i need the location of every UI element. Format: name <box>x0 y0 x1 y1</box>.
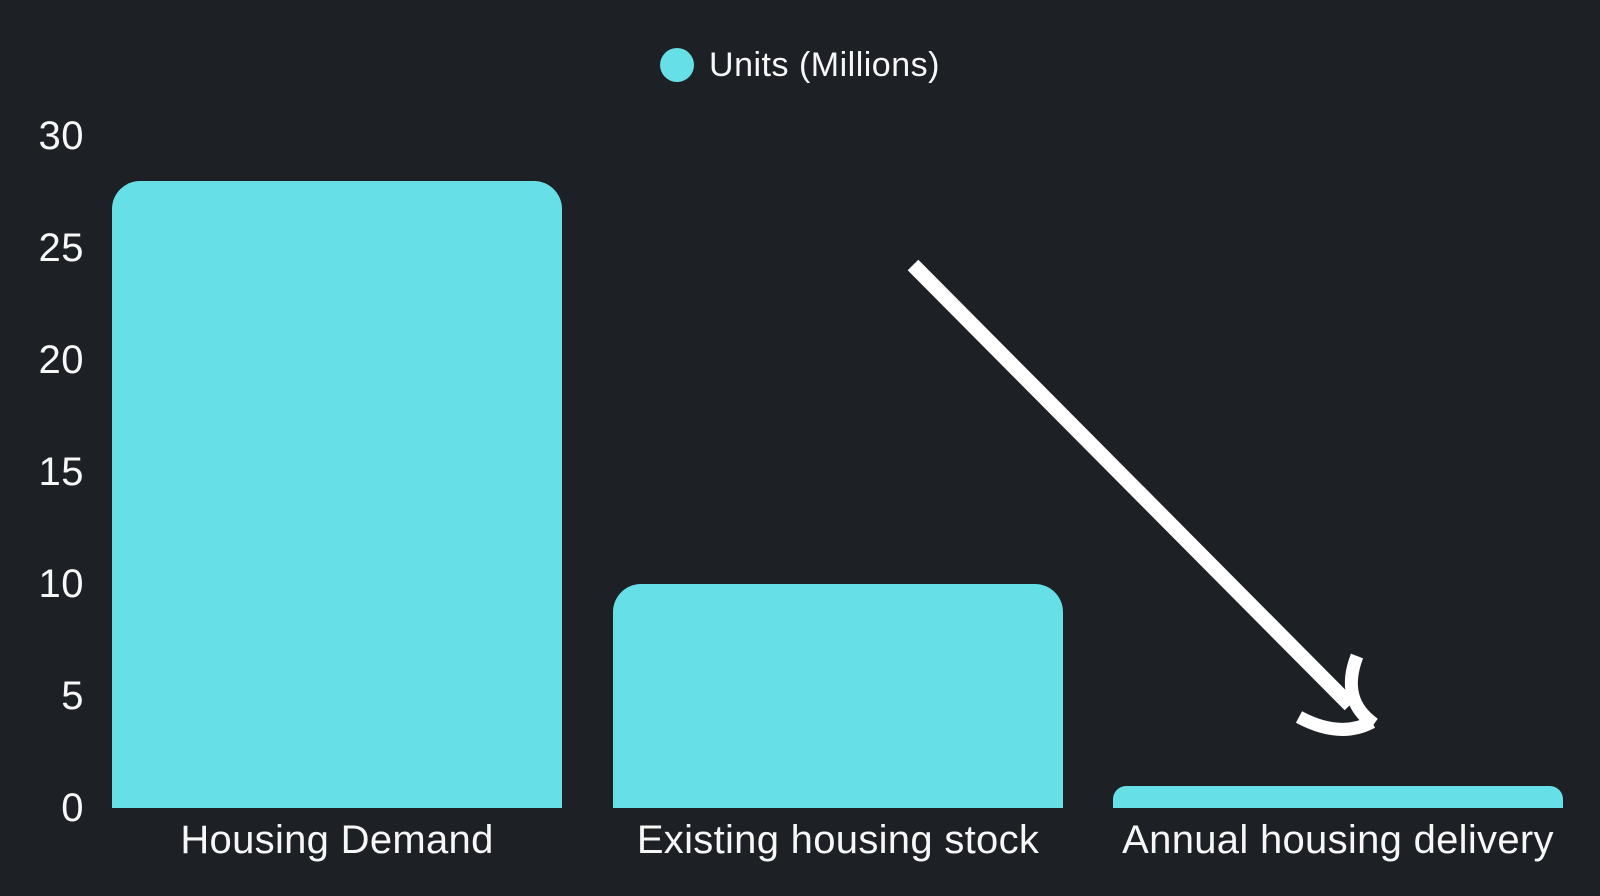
y-tick-label: 15 <box>38 450 84 494</box>
x-axis: Housing Demand Existing housing stock Annu… <box>100 818 1580 878</box>
plot-area <box>100 136 1580 808</box>
legend-marker-icon <box>660 48 695 82</box>
y-tick-label: 5 <box>61 674 84 718</box>
legend-label: Units (Millions) <box>709 46 940 84</box>
y-tick-label: 10 <box>38 562 84 606</box>
x-axis-label: Existing housing stock <box>636 818 1040 862</box>
y-axis: 30 25 20 15 10 5 0 <box>0 116 84 828</box>
bar-annual-housing-delivery <box>1113 785 1563 808</box>
y-tick-label: 25 <box>38 226 84 270</box>
x-axis-label: Housing Demand <box>180 818 494 862</box>
legend: Units (Millions) <box>660 48 940 82</box>
y-tick-label: 20 <box>38 338 84 382</box>
y-tick-label: 0 <box>61 786 84 830</box>
x-axis-label: Annual housing delivery <box>1122 818 1554 862</box>
bar-housing-demand <box>112 180 562 808</box>
bar-existing-housing-stock <box>613 584 1063 808</box>
y-tick-label: 30 <box>38 114 84 158</box>
